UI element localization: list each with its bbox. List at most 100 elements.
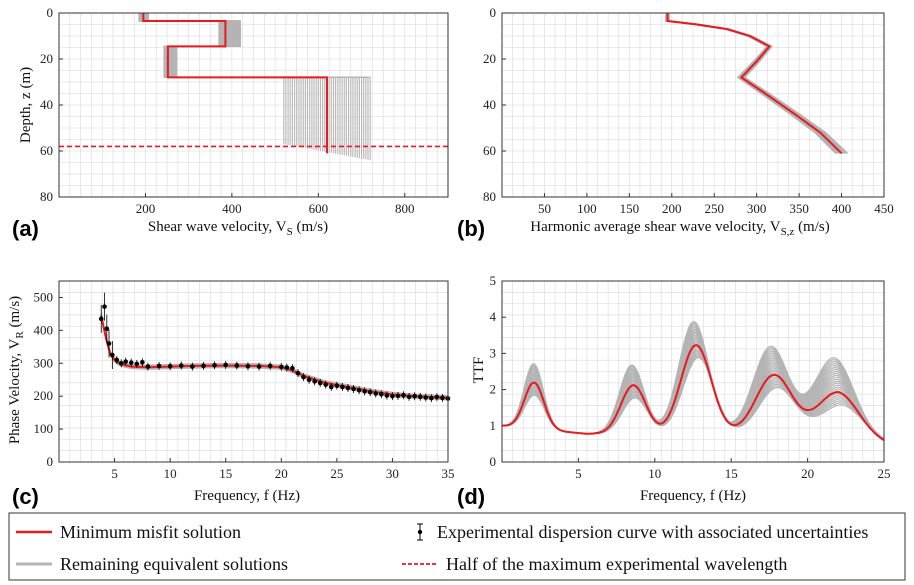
experimental-point: [379, 391, 384, 397]
legend-min-misfit-label: Minimum misfit solution: [60, 522, 241, 542]
x-tick-label: 20: [801, 466, 814, 481]
experimental-point: [401, 392, 406, 398]
experimental-point: [284, 365, 290, 370]
x-tick-label: 100: [577, 201, 597, 216]
experimental-point: [278, 364, 284, 370]
axes-frame-d: [501, 280, 885, 463]
panel-c-plot: 5 10 15 20 25 30 35 0 100 200 300 400 500: [34, 280, 455, 481]
axes-frame-a: [58, 12, 449, 198]
experimental-point: [140, 359, 145, 365]
x-tick-label: 400: [832, 201, 852, 216]
x-tick-label: 25: [330, 466, 343, 481]
legend-half-wavelength-label: Half of the maximum experimental wavelen…: [446, 554, 787, 574]
experimental-point: [190, 364, 195, 369]
experimental-point: [384, 393, 390, 398]
panel-d-xlabel: Frequency, f (Hz): [640, 488, 746, 504]
y-tick-label: 500: [34, 289, 54, 304]
experimental-point: [167, 363, 173, 369]
experimental-point: [301, 374, 306, 380]
panel-c-ylabel: Phase Velocity, VR (m/s): [7, 296, 26, 444]
panel-a-label: (a): [12, 216, 39, 241]
y-tick-label: 20: [40, 51, 53, 66]
x-tick-label: 5: [111, 466, 118, 481]
y-tick-label: 0: [490, 5, 497, 20]
x-tick-label: 10: [648, 466, 661, 481]
y-tick-label: 80: [40, 189, 53, 204]
grid-c: [59, 281, 448, 462]
y-tick-label: 200: [34, 388, 54, 403]
experimental-point: [329, 384, 334, 390]
x-tick-label: 800: [395, 201, 415, 216]
y-tick-label: 100: [34, 421, 54, 436]
panel-a-plot: 200 400 600 800 0 20 40 60 80: [40, 5, 449, 216]
experimental-point: [317, 380, 323, 386]
experimental-point: [412, 393, 417, 399]
experimental-point: [223, 362, 229, 368]
experimental-point: [104, 326, 110, 332]
x-tick-label: 15: [725, 466, 738, 481]
x-tick-label: 10: [164, 466, 177, 481]
experimental-point: [128, 360, 134, 365]
x-tick-label: 30: [386, 466, 399, 481]
experimental-point: [306, 377, 312, 383]
experimental-point: [118, 360, 124, 366]
experimental-point: [106, 341, 112, 346]
x-tick-label: 350: [789, 201, 809, 216]
panel-b-plot: 50 100 150 200 250 300 350 400 450 0 20 40 60 80: [483, 5, 894, 216]
y-tick-label: 400: [34, 322, 54, 337]
panel-d: 5 10 15 20 25 0 1 2 3 4 5 (d) Frequency, f (Hz) TT…: [457, 273, 891, 509]
axes-frame-c: [58, 280, 449, 463]
x-tick-label: 400: [222, 201, 242, 216]
x-tick-label: 250: [704, 201, 724, 216]
experimental-point: [245, 363, 251, 369]
min-misfit-line: [142, 13, 328, 154]
x-tick-label: 450: [874, 201, 894, 216]
y-tick-label: 0: [490, 454, 497, 469]
y-tick-label: 20: [483, 51, 496, 66]
x-tick-label: 150: [620, 201, 640, 216]
experimental-point: [390, 393, 395, 399]
legend: Minimum misfit solution Remaining equiva…: [8, 512, 906, 581]
x-tick-label: 35: [442, 466, 455, 481]
experimental-point: [429, 395, 434, 401]
experimental-point: [417, 394, 423, 400]
panel-a-ylabel: Depth, z (m): [18, 67, 34, 143]
experimental-point: [212, 362, 217, 368]
experimental-point: [267, 363, 273, 369]
x-tick-label: 600: [309, 201, 329, 216]
y-tick-label: 3: [490, 345, 497, 360]
experimental-point: [334, 383, 340, 388]
experimental-point: [395, 393, 401, 399]
panel-d-ylabel: TTF: [471, 357, 487, 384]
y-tick-label: 5: [490, 273, 497, 288]
experimental-point: [406, 394, 412, 400]
panel-c: 5 10 15 20 25 30 35 0 100 200 300 400 500 (c) Freque…: [7, 280, 455, 509]
experimental-point: [434, 394, 440, 400]
legend-equivalent-label: Remaining equivalent solutions: [60, 554, 288, 574]
panel-b-label: (b): [457, 216, 485, 241]
experimental-point: [345, 385, 351, 391]
y-tick-label: 0: [47, 5, 54, 20]
x-tick-label: 20: [275, 466, 288, 481]
x-tick-label: 25: [878, 466, 891, 481]
panel-b-xlabel: Harmonic average shear wave velocity, VS…: [530, 219, 829, 238]
x-tick-label: 15: [219, 466, 232, 481]
experimental-point: [290, 365, 295, 371]
experimental-point: [362, 388, 367, 394]
min-misfit-line: [666, 13, 843, 155]
x-tick-label: 5: [575, 466, 582, 481]
experimental-point: [98, 316, 104, 322]
experimental-point: [356, 387, 362, 393]
panel-c-label: (c): [12, 484, 39, 509]
experimental-point: [123, 359, 128, 364]
experimental-point: [114, 357, 120, 363]
min-misfit-line: [502, 344, 885, 441]
experimental-point: [134, 361, 140, 367]
x-tick-label: 200: [136, 201, 156, 216]
y-tick-label: 60: [40, 143, 53, 158]
panel-a: 200 400 600 800 0 20 40 60 80 (a) Shear wave vel…: [12, 5, 449, 241]
experimental-points: [98, 292, 451, 403]
experimental-point: [178, 363, 184, 368]
experimental-point: [201, 363, 206, 369]
